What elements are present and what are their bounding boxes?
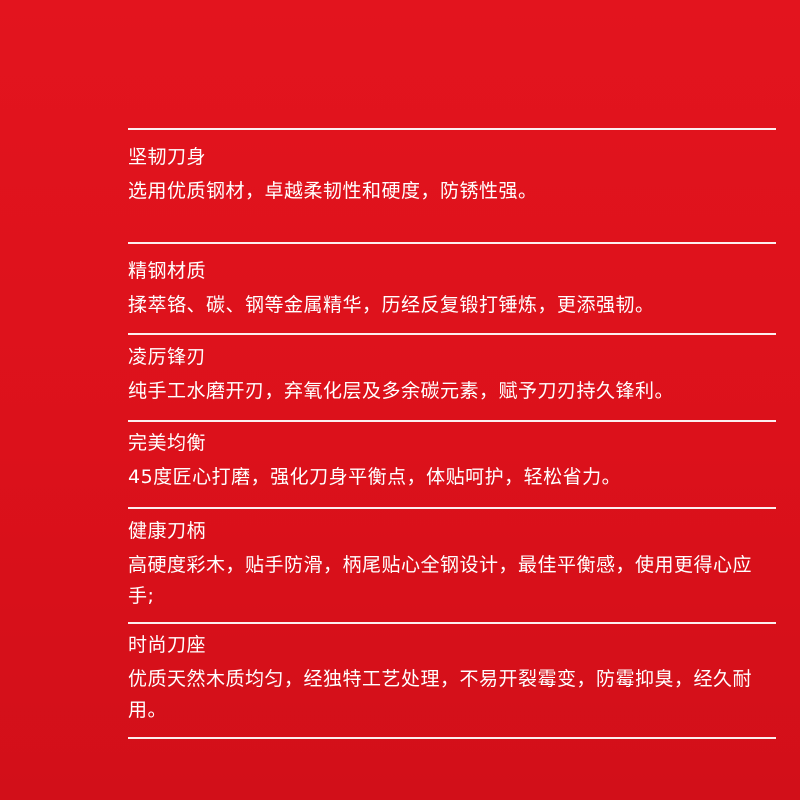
- feature-text: 揉萃铬、碳、钢等金属精华，历经反复锻打锤炼，更添强韧。: [128, 294, 655, 316]
- feature-text: 选用优质钢材，卓越柔韧性和硬度，防锈性强。: [128, 180, 538, 202]
- feature-title: 时尚刀座: [128, 634, 207, 656]
- divider: [128, 622, 776, 624]
- feature-text: 高硬度彩木，贴手防滑，柄尾贴心全钢设计，最佳平衡感，使用更得心应手;: [128, 554, 753, 607]
- feature-text: 45度匠心打磨，强化刀身平衡点，体贴呵护，轻松省力。: [128, 466, 622, 488]
- feature-section-edge: 凌厉锋刃 纯手工水磨开刃，弃氧化层及多余碳元素，赋予刀刃持久锋利。: [128, 346, 778, 407]
- feature-title: 坚韧刀身: [128, 146, 207, 168]
- feature-title: 完美均衡: [128, 432, 207, 454]
- feature-text: 纯手工水磨开刃，弃氧化层及多余碳元素，赋予刀刃持久锋利。: [128, 380, 675, 402]
- feature-title: 健康刀柄: [128, 520, 207, 542]
- feature-text: 优质天然木质均匀，经独特工艺处理，不易开裂霉变，防霉抑臭，经久耐用。: [128, 668, 753, 721]
- divider-bottom: [128, 737, 776, 739]
- feature-section-steel: 精钢材质 揉萃铬、碳、钢等金属精华，历经反复锻打锤炼，更添强韧。: [128, 260, 778, 321]
- divider: [128, 333, 776, 335]
- divider: [128, 507, 776, 509]
- divider: [128, 420, 776, 422]
- feature-section-block: 时尚刀座 优质天然木质均匀，经独特工艺处理，不易开裂霉变，防霉抑臭，经久耐用。: [128, 634, 778, 726]
- feature-section-blade: 坚韧刀身 选用优质钢材，卓越柔韧性和硬度，防锈性强。: [128, 146, 778, 207]
- divider: [128, 242, 776, 244]
- feature-title: 精钢材质: [128, 260, 207, 282]
- feature-title: 凌厉锋刃: [128, 346, 207, 368]
- feature-section-balance: 完美均衡 45度匠心打磨，强化刀身平衡点，体贴呵护，轻松省力。: [128, 432, 778, 493]
- feature-section-handle: 健康刀柄 高硬度彩木，贴手防滑，柄尾贴心全钢设计，最佳平衡感，使用更得心应手;: [128, 520, 778, 612]
- divider-top: [128, 128, 776, 130]
